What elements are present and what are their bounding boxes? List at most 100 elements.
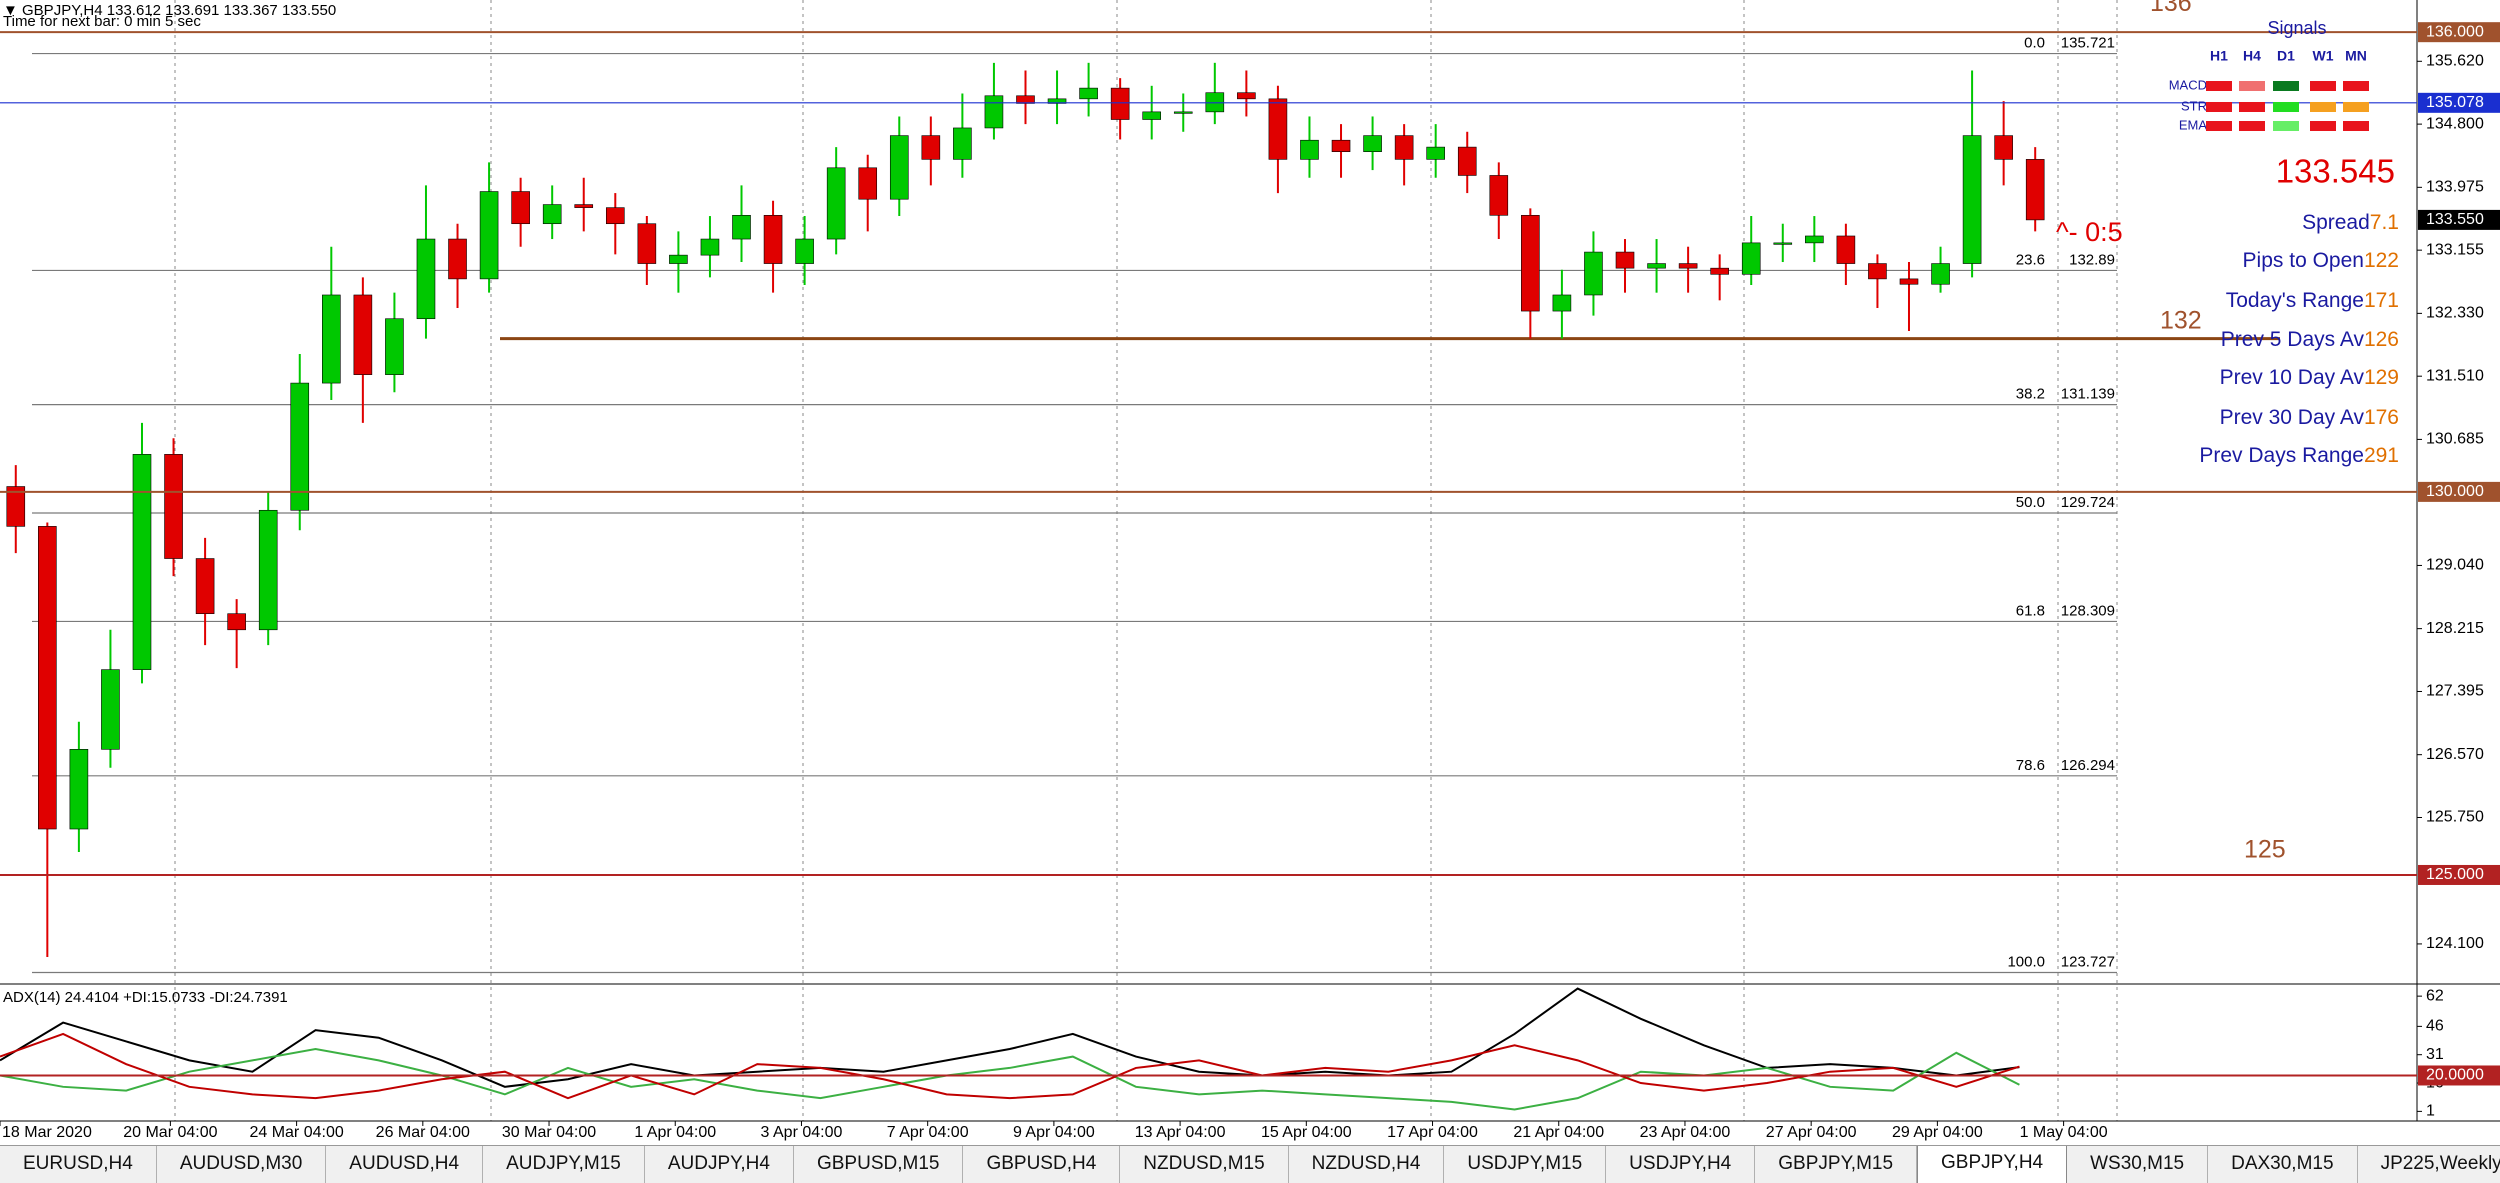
candle-body [763,214,783,264]
signal-cell [2343,81,2369,91]
candle-body [1237,92,1256,100]
signal-cell [2206,81,2232,91]
x-tick-label: 7 Apr 04:00 [887,1124,969,1141]
candle-body [984,95,1004,129]
symbol-tab[interactable]: NZDUSD,M15 [1120,1146,1289,1183]
symbol-tab[interactable]: NZDUSD,H4 [1289,1146,1445,1183]
candle-body [1394,135,1414,160]
chart: ▼ GBPJPY,H4 133.612 133.691 133.367 133.… [0,0,2500,1142]
candle-body [385,318,404,375]
candle-body [1426,146,1445,160]
level-box [2418,864,2500,885]
stat-value: 176 [2364,406,2399,429]
level-note: 125 [2244,836,2286,864]
symbol-tab[interactable]: AUDUSD,M30 [157,1146,327,1183]
symbol-tab[interactable]: GBPJPY,M15 [1755,1146,1918,1183]
symbol-tab[interactable]: AUDJPY,H4 [645,1146,794,1183]
symbol-tab[interactable]: USDJPY,M15 [1444,1146,1607,1183]
stat: Prev 5 Days Av126 [2221,328,2399,351]
stat-label: Prev 10 Day Av [2220,366,2365,389]
candle-body [1741,242,1761,275]
stat: Pips to Open122 [2243,249,2399,272]
y-tick-label: 135.620 [2426,53,2484,70]
symbol-tab[interactable]: AUDJPY,M15 [483,1146,645,1183]
symbol-tab[interactable]: JP225,Weekly [2358,1146,2500,1183]
fib-price: 128.309 [2061,602,2115,619]
y-tick-label: 129.040 [2426,557,2484,574]
candle-body [290,382,310,511]
indicator-line [0,1032,2020,1100]
x-tick-label: 27 Apr 04:00 [1766,1124,1857,1141]
candle-body [1016,95,1035,104]
signal-cell [2310,121,2336,131]
candle-body [826,167,846,240]
stat-label: Prev 5 Days Av [2221,328,2365,351]
candle-body [921,135,941,160]
symbol-tab[interactable]: USDJPY,H4 [1606,1146,1756,1183]
stat: Today's Range171 [2226,289,2399,312]
candle-body [605,207,625,225]
y-tick-label: 130.685 [2426,431,2484,448]
stat-label: Prev Days Range [2199,444,2364,467]
level-box [2418,22,2500,43]
symbol-tab[interactable]: WS30,M15 [2067,1146,2209,1183]
level-box [2418,209,2500,230]
fib-price: 126.294 [2061,757,2115,774]
candle-body [1710,267,1729,275]
stat: Spread7.1 [2302,211,2399,234]
signal-row-label: STR [2181,98,2207,113]
candle-body [1962,135,1982,264]
candle-body [258,509,278,631]
y-tick-label: 133.975 [2426,179,2484,196]
candle-body [795,238,814,264]
x-tick-label: 18 Mar 2020 [2,1124,92,1141]
candle-body [574,204,594,208]
y-tick-label: 134.800 [2426,115,2484,132]
y-tick-label: 124.100 [2426,935,2484,952]
candle-body [353,294,373,375]
indicator-line [0,987,2020,1088]
symbol-tab[interactable]: AUDUSD,H4 [326,1146,484,1183]
chart-header: ▼ GBPJPY,H4 133.612 133.691 133.367 133.… [3,2,336,19]
candle-body [637,223,657,264]
x-tick-label: 30 Mar 04:00 [502,1124,596,1141]
candle-body [669,254,688,264]
candle-body [511,191,530,225]
stat-value: 126 [2364,328,2399,351]
candle-body [1899,278,1919,285]
x-tick-label: 20 Mar 04:00 [123,1124,217,1141]
candle-body [416,238,436,320]
symbol-tab[interactable]: GBPJPY,H4 [1917,1146,2068,1183]
candle-body [101,669,120,750]
symbol-tab[interactable]: GBPUSD,M15 [794,1146,964,1183]
candle-body [1931,263,1950,285]
candle-body [1173,111,1193,114]
period-separators [174,0,2118,1121]
candle-body [6,486,26,527]
x-tick-label: 29 Apr 04:00 [1892,1124,1983,1141]
stat-value: 7.1 [2370,211,2399,234]
symbol-tab[interactable]: GBPUSD,H4 [963,1146,1121,1183]
fib-level: 0.0 [2024,35,2045,52]
stat: Prev 30 Day Av176 [2220,406,2399,429]
y-tick-label: 46 [2426,1018,2444,1035]
level-label: 20.0000 [2426,1067,2484,1084]
candle-body [69,749,89,830]
signal-cell [2239,81,2265,91]
candle-body [1773,242,1793,245]
candle-body [542,204,562,225]
signal-cell [2343,102,2369,112]
signal-cell [2310,102,2336,112]
candle-body [732,214,751,240]
candle-body [448,238,467,280]
candle-body [1268,98,1288,160]
signal-cell [2273,81,2299,91]
signal-column: H1 [2210,48,2228,64]
level-note: 136 [2150,0,2192,17]
symbol-tab[interactable]: DAX30,M15 [2208,1146,2358,1183]
candle-body [2025,159,2045,221]
stat-label: Spread [2302,211,2370,234]
fib-price: 123.727 [2061,953,2115,970]
symbol-tab[interactable]: EURUSD,H4 [0,1146,157,1183]
fib-price: 135.721 [2061,35,2115,52]
